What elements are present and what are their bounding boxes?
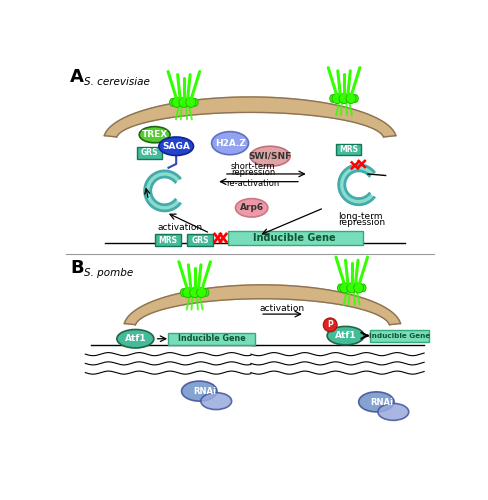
Ellipse shape	[338, 284, 343, 292]
Ellipse shape	[330, 94, 335, 102]
Text: GRS: GRS	[191, 236, 209, 244]
Text: Arp6: Arp6	[240, 204, 264, 212]
Text: activation: activation	[260, 304, 305, 313]
Polygon shape	[104, 97, 396, 137]
Bar	[155, 234, 181, 246]
Text: GRS: GRS	[141, 148, 158, 158]
Text: repression: repression	[231, 168, 275, 177]
Ellipse shape	[190, 288, 200, 298]
Bar	[336, 144, 361, 156]
Text: Inducible Gene: Inducible Gene	[178, 334, 245, 343]
Text: B: B	[70, 258, 83, 276]
Bar	[370, 330, 429, 342]
Ellipse shape	[378, 404, 409, 420]
Text: Atf1: Atf1	[335, 331, 356, 340]
Text: TREX: TREX	[142, 130, 168, 139]
Ellipse shape	[361, 284, 366, 292]
Text: P: P	[327, 320, 333, 330]
Ellipse shape	[117, 330, 154, 348]
Ellipse shape	[197, 288, 206, 298]
Text: S. pombe: S. pombe	[84, 268, 133, 278]
Ellipse shape	[236, 198, 268, 217]
Text: S. cerevisiae: S. cerevisiae	[84, 77, 150, 87]
Ellipse shape	[340, 283, 350, 293]
Ellipse shape	[159, 137, 194, 156]
Ellipse shape	[193, 98, 198, 106]
Text: SAGA: SAGA	[162, 142, 190, 150]
Text: A: A	[70, 68, 84, 86]
Text: MRS: MRS	[158, 236, 177, 244]
Ellipse shape	[346, 94, 356, 104]
Ellipse shape	[183, 288, 193, 298]
Ellipse shape	[327, 326, 364, 345]
Text: Inducible Gene: Inducible Gene	[253, 233, 336, 243]
Bar	[228, 231, 363, 245]
Text: Inducible Gene: Inducible Gene	[369, 332, 430, 338]
Text: RNAi: RNAi	[370, 398, 393, 407]
Ellipse shape	[201, 392, 232, 409]
Ellipse shape	[212, 132, 248, 154]
Polygon shape	[124, 285, 401, 325]
Ellipse shape	[182, 381, 217, 401]
Text: H2A.Z: H2A.Z	[215, 138, 245, 147]
Ellipse shape	[250, 146, 290, 167]
Bar	[168, 332, 255, 345]
Text: activation: activation	[158, 224, 203, 232]
Bar	[137, 147, 162, 158]
Polygon shape	[144, 171, 180, 211]
Ellipse shape	[339, 94, 349, 104]
Text: re-activation: re-activation	[226, 178, 280, 188]
Ellipse shape	[139, 126, 170, 143]
Text: short-term: short-term	[231, 162, 276, 171]
Ellipse shape	[179, 98, 189, 108]
Text: Atf1: Atf1	[124, 334, 146, 343]
Bar	[187, 234, 213, 246]
Text: long-term: long-term	[338, 212, 383, 221]
Ellipse shape	[359, 392, 394, 412]
Ellipse shape	[186, 98, 196, 108]
Ellipse shape	[172, 98, 182, 108]
Text: repression: repression	[338, 218, 385, 227]
Ellipse shape	[181, 288, 186, 296]
Text: RNAi: RNAi	[193, 388, 216, 396]
Text: MRS: MRS	[339, 145, 358, 154]
Ellipse shape	[347, 283, 357, 293]
Text: SWI/SNF: SWI/SNF	[248, 152, 292, 161]
Ellipse shape	[354, 283, 364, 293]
Ellipse shape	[353, 94, 358, 102]
Ellipse shape	[170, 98, 175, 106]
Ellipse shape	[203, 288, 209, 296]
Circle shape	[323, 318, 337, 332]
Polygon shape	[339, 164, 374, 205]
Ellipse shape	[332, 94, 342, 104]
